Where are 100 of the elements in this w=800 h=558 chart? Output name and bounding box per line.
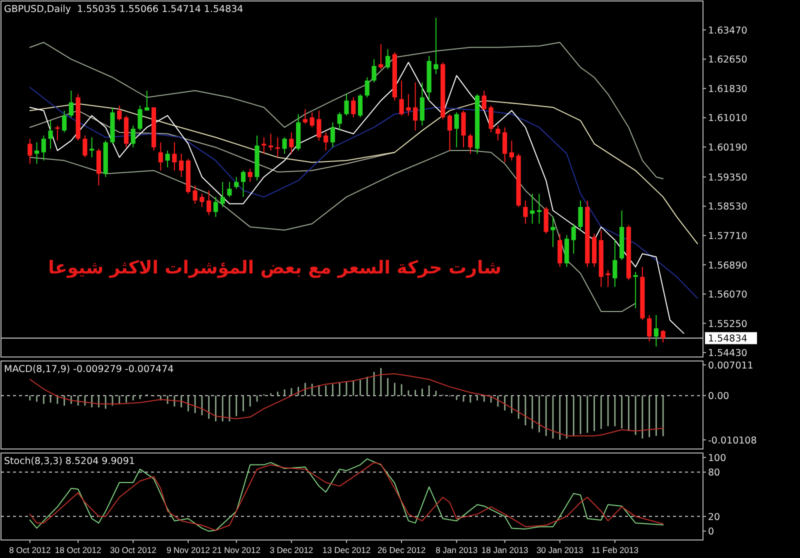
y-tick-label: 1.58530 — [708, 202, 748, 213]
y-tick-label: 20 — [708, 512, 720, 523]
line-series — [29, 86, 698, 299]
candlestick — [282, 136, 287, 154]
candlestick — [82, 135, 88, 158]
line-series — [29, 373, 664, 436]
x-tick-label: 8 Jan 2013 — [436, 545, 478, 555]
candlestick — [399, 80, 404, 116]
y-tick-label: 1.59350 — [708, 172, 748, 184]
candlestick — [358, 94, 363, 118]
chart-title: GBPUSD,Daily 1.55035 1.55066 1.54714 1.54834 — [4, 4, 244, 15]
x-tick-label: 3 Dec 2012 — [270, 545, 314, 555]
y-tick-label: 1.55250 — [708, 318, 748, 330]
candlestick — [302, 108, 308, 124]
candlestick — [447, 114, 452, 152]
candlestick — [268, 133, 274, 152]
candlestick — [337, 112, 342, 132]
candlestick — [130, 125, 136, 148]
candlestick — [248, 168, 252, 182]
candlestick — [55, 125, 60, 142]
candlestick — [310, 112, 314, 128]
candlestick — [344, 94, 349, 116]
candlestick — [550, 216, 556, 248]
candlestick — [138, 105, 142, 132]
candlestick — [413, 82, 418, 132]
candlestick — [144, 90, 150, 112]
y-tick-label: 1.62650 — [708, 54, 748, 66]
x-tick-label: 18 Jan 2013 — [481, 545, 528, 555]
candlestick — [378, 44, 384, 70]
ref-line-label: 1.54834 — [708, 334, 748, 345]
x-tick-label: 11 Feb 2013 — [591, 545, 639, 555]
y-tick-label: 0.00 — [708, 391, 730, 402]
candlestick — [406, 94, 411, 116]
candlestick — [351, 96, 356, 118]
candlestick — [509, 140, 514, 162]
candlestick — [488, 105, 494, 133]
x-tick-label: 13 Dec 2012 — [322, 545, 371, 555]
x-tick-label: 9 Nov 2012 — [166, 545, 210, 555]
candlestick — [364, 76, 370, 98]
candlestick — [468, 133, 473, 154]
x-tick-label: 30 Jan 2013 — [536, 545, 584, 555]
x-tick-label: 18 Oct 2012 — [54, 545, 102, 555]
y-tick-label: 1.61010 — [708, 113, 748, 124]
candlestick — [62, 110, 67, 133]
x-tick-label: 26 Dec 2012 — [377, 545, 426, 555]
y-tick-label: 1.63470 — [708, 25, 748, 36]
candlestick — [420, 82, 424, 126]
candlestick — [660, 329, 666, 343]
candlestick — [240, 170, 246, 198]
candlestick — [530, 193, 535, 224]
candlestick — [578, 200, 583, 231]
candlestick — [434, 17, 438, 75]
candlestick — [330, 122, 336, 148]
candlestick — [220, 181, 225, 208]
line-series — [29, 150, 636, 312]
annotation: شارت حركة السعر مع بعض المؤشرات الاكثر شيوعا — [48, 257, 502, 278]
candlestick — [192, 185, 198, 204]
candlestick — [28, 138, 32, 164]
candlestick — [227, 181, 232, 198]
candlestick — [41, 135, 46, 162]
candlestick — [606, 270, 610, 288]
candlestick — [482, 90, 486, 112]
candlestick — [461, 110, 466, 148]
candlestick — [234, 176, 239, 190]
candlestick — [324, 132, 328, 152]
candlestick — [158, 142, 163, 172]
candlestick — [165, 150, 170, 168]
candlestick — [536, 193, 542, 224]
candlestick — [213, 196, 218, 218]
candlestick — [48, 120, 53, 150]
y-tick-label: 80 — [708, 468, 720, 479]
candlestick — [612, 240, 618, 288]
candlestick — [96, 148, 102, 186]
candlestick — [372, 58, 376, 83]
line-series — [29, 110, 396, 172]
candlestick — [647, 314, 652, 342]
chart-title: MACD(8,17,9) -0.009279 -0.007474 — [4, 364, 174, 375]
candlestick — [571, 223, 576, 254]
x-tick-label: 30 Oct 2012 — [110, 545, 157, 555]
candlestick — [544, 206, 548, 234]
candlestick — [275, 136, 280, 158]
x-tick-label: 8 Oct 2012 — [9, 545, 51, 555]
candlestick — [172, 142, 177, 172]
x-tick-label: 21 Nov 2012 — [212, 545, 261, 555]
y-tick-label: 1.57710 — [708, 231, 748, 242]
y-tick-label: 0.007011 — [708, 360, 754, 372]
y-tick-label: 1.61830 — [708, 84, 748, 95]
candlestick — [117, 105, 122, 122]
y-tick-label: 1.60190 — [708, 142, 748, 154]
y-tick-label: -0.010108 — [708, 435, 757, 446]
y-tick-label: 0 — [708, 526, 714, 538]
y-tick-label: 1.56070 — [708, 290, 748, 301]
candlestick — [316, 110, 322, 142]
y-tick-label: 1.56890 — [708, 260, 748, 272]
candlestick — [200, 193, 204, 208]
candlestick — [523, 200, 528, 224]
candlestick — [654, 314, 658, 348]
chart-title: Stoch(8,3,3) 8.5204 9.9091 — [4, 456, 135, 467]
candlestick — [34, 142, 40, 164]
candlestick — [496, 125, 500, 142]
